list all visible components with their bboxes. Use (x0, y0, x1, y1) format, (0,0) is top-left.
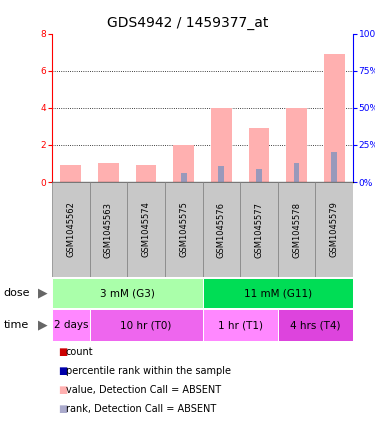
Text: count: count (66, 347, 93, 357)
Text: 11 mM (G11): 11 mM (G11) (244, 288, 312, 298)
Bar (315, 182, 353, 277)
Bar (136, 165, 156, 182)
Text: 4 hrs (T4): 4 hrs (T4) (290, 320, 340, 330)
Text: 3 mM (G3): 3 mM (G3) (100, 288, 154, 298)
Bar (202, 182, 240, 277)
Bar (278, 182, 315, 277)
Text: GSM1045578: GSM1045578 (292, 201, 301, 258)
Text: GSM1045576: GSM1045576 (217, 201, 226, 258)
Text: 2 days: 2 days (54, 320, 88, 330)
Bar (240, 182, 278, 277)
Bar (218, 166, 224, 182)
Bar (278, 309, 353, 341)
Text: ■: ■ (58, 366, 68, 376)
Text: GSM1045562: GSM1045562 (66, 202, 75, 258)
Bar (202, 278, 353, 308)
Bar (173, 145, 194, 182)
Text: GDS4942 / 1459377_at: GDS4942 / 1459377_at (107, 16, 268, 30)
Bar (324, 54, 345, 182)
Text: dose: dose (4, 288, 30, 298)
Bar (256, 169, 262, 182)
Bar (286, 108, 307, 182)
Text: ■: ■ (58, 347, 68, 357)
Text: percentile rank within the sample: percentile rank within the sample (66, 366, 231, 376)
Text: rank, Detection Call = ABSENT: rank, Detection Call = ABSENT (66, 404, 216, 414)
Bar (181, 173, 187, 182)
Text: GSM1045574: GSM1045574 (142, 202, 150, 258)
Text: ▶: ▶ (38, 286, 48, 299)
Text: ▶: ▶ (38, 319, 48, 332)
Bar (202, 309, 278, 341)
Bar (60, 165, 81, 182)
Text: 10 hr (T0): 10 hr (T0) (120, 320, 172, 330)
Text: time: time (4, 320, 29, 330)
Bar (249, 128, 269, 182)
Text: 1 hr (T1): 1 hr (T1) (217, 320, 262, 330)
Bar (90, 309, 202, 341)
Bar (98, 164, 119, 182)
Bar (211, 108, 232, 182)
Bar (52, 309, 90, 341)
Text: value, Detection Call = ABSENT: value, Detection Call = ABSENT (66, 385, 221, 395)
Bar (52, 182, 90, 277)
Text: ■: ■ (58, 404, 68, 414)
Bar (90, 182, 127, 277)
Bar (165, 182, 202, 277)
Text: ■: ■ (58, 385, 68, 395)
Bar (52, 278, 202, 308)
Bar (127, 182, 165, 277)
Text: GSM1045579: GSM1045579 (330, 202, 339, 258)
Text: GSM1045563: GSM1045563 (104, 201, 113, 258)
Text: GSM1045575: GSM1045575 (179, 202, 188, 258)
Bar (294, 164, 300, 182)
Text: GSM1045577: GSM1045577 (254, 201, 263, 258)
Bar (331, 152, 337, 182)
